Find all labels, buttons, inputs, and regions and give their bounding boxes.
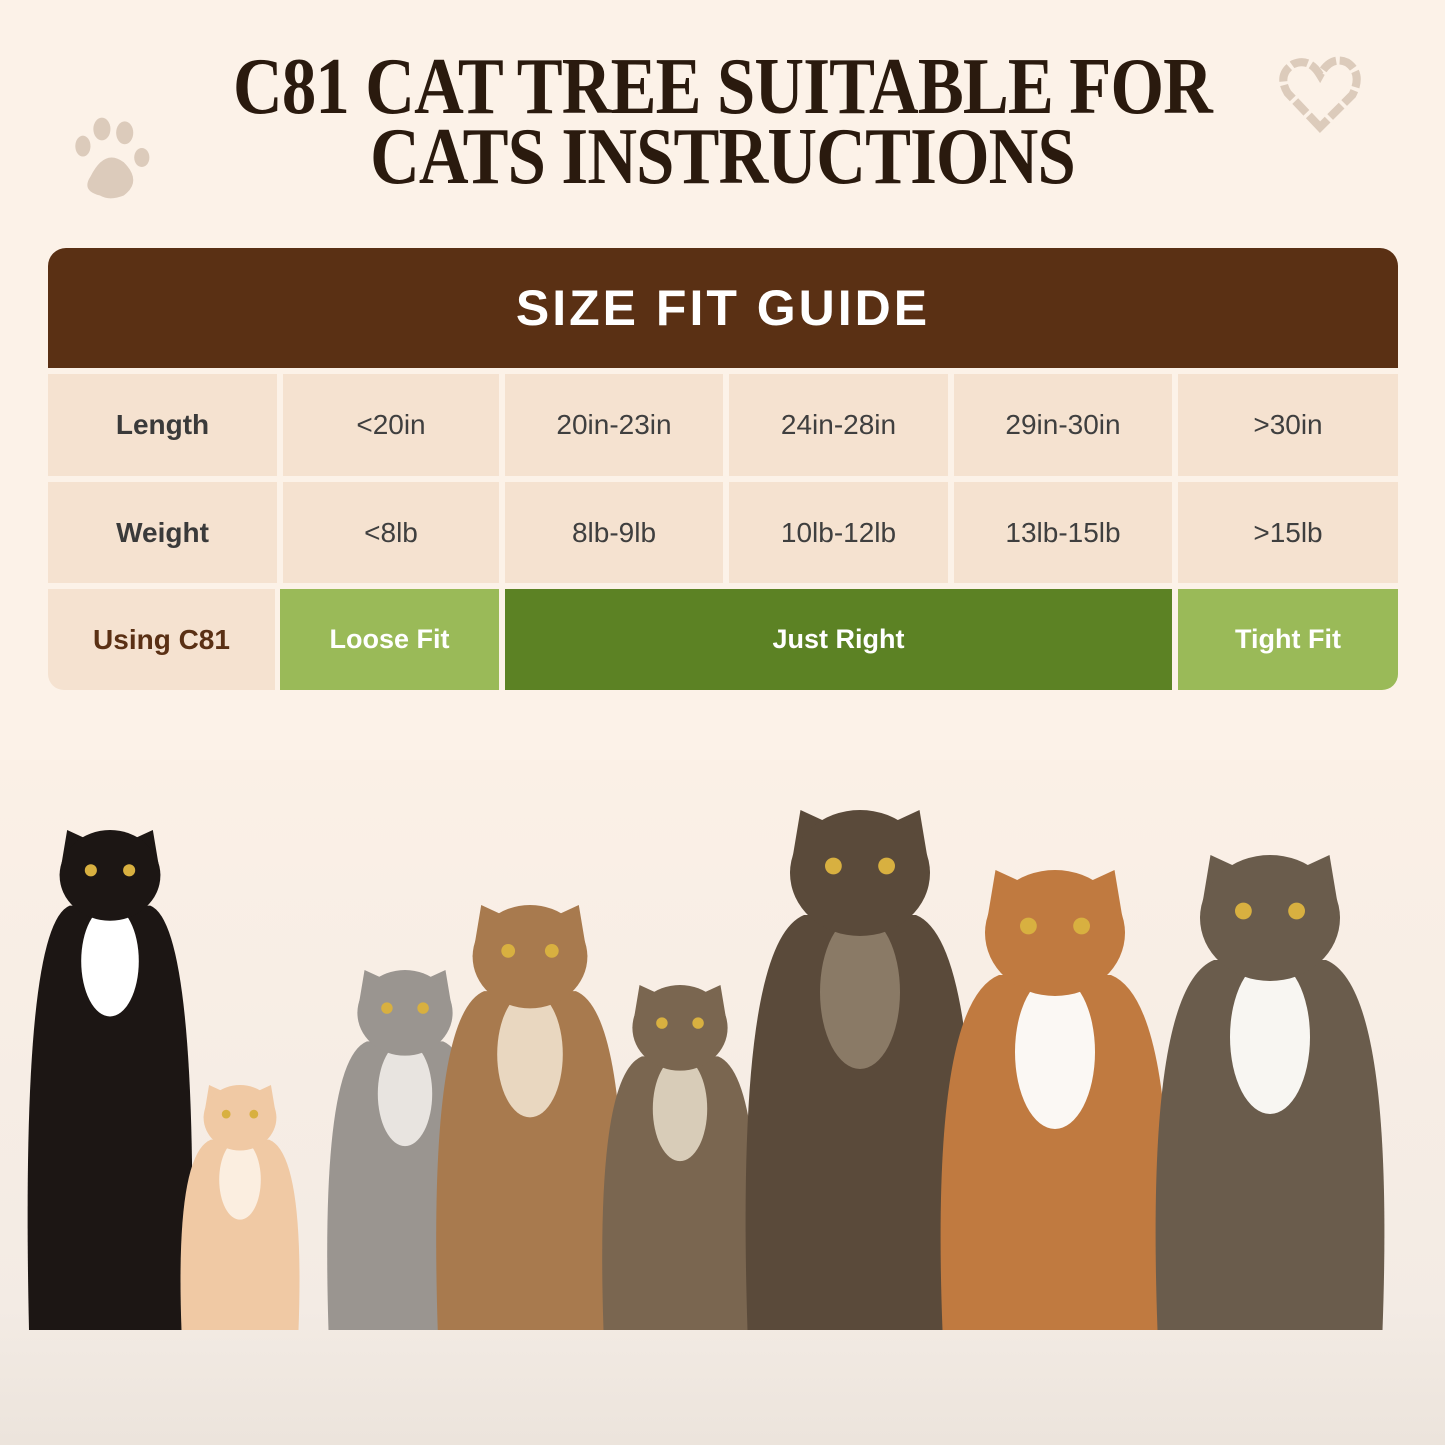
length-cell: <20in [283,374,499,476]
weight-cell: 10lb-12lb [729,482,948,583]
paw-print-icon [75,117,150,199]
size-fit-guide-table: SIZE FIT GUIDE Length <20in 20in-23in 24… [48,248,1398,690]
page-title: C81 CAT TREE SUITABLE FOR CATS INSTRUCTI… [0,43,1445,201]
row-label-length: Length [48,374,277,476]
fit-just-right: Just Right [505,589,1172,690]
row-label-weight: Weight [48,482,277,583]
length-cell: 20in-23in [505,374,723,476]
heart-icon [1279,56,1361,134]
fit-loose: Loose Fit [280,589,499,690]
weight-cell: 8lb-9lb [505,482,723,583]
row-label-using-c81: Using C81 [48,589,275,690]
cat [180,1085,300,1330]
size-fit-guide-heading: SIZE FIT GUIDE [48,248,1398,368]
cat [940,870,1170,1330]
length-cell: 29in-30in [954,374,1172,476]
length-cell: >30in [1178,374,1398,476]
cat [27,830,193,1330]
length-cell: 24in-28in [729,374,948,476]
cat [745,810,975,1330]
cat [436,905,624,1330]
weight-cell: <8lb [283,482,499,583]
weight-cell: 13lb-15lb [954,482,1172,583]
weight-cell: >15lb [1178,482,1398,583]
cats-photo [0,760,1445,1445]
cat [1155,855,1385,1330]
cat [602,984,758,1330]
title-line-2: CATS INSTRUCTIONS [370,113,1076,201]
fit-tight: Tight Fit [1178,589,1398,690]
title-line-1: C81 CAT TREE SUITABLE FOR [233,43,1213,131]
